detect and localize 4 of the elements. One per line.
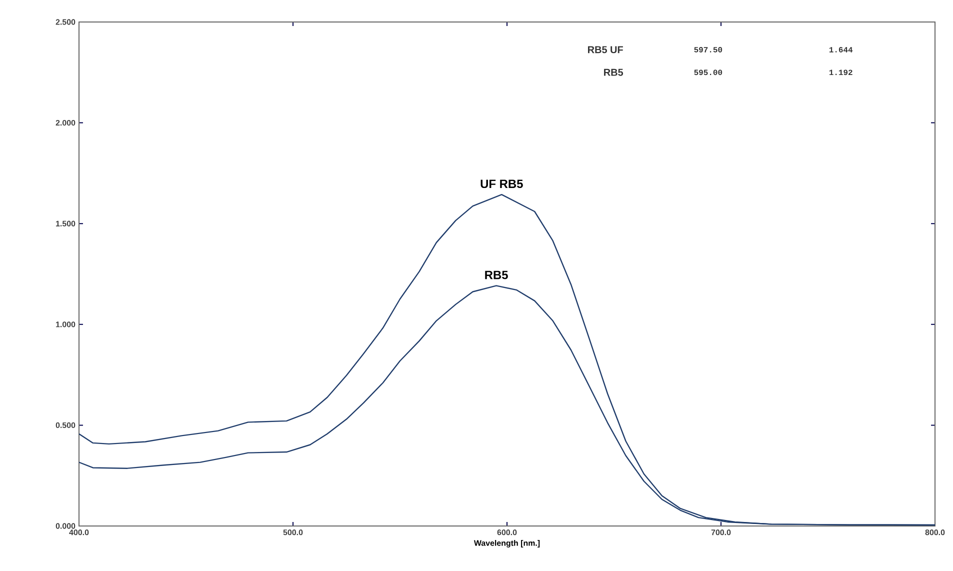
series-label: RB5 <box>485 270 508 280</box>
series-label: UF RB5 <box>480 180 523 188</box>
annotation: RB5 UF <box>588 46 623 54</box>
annotation: RB5 <box>604 68 624 76</box>
